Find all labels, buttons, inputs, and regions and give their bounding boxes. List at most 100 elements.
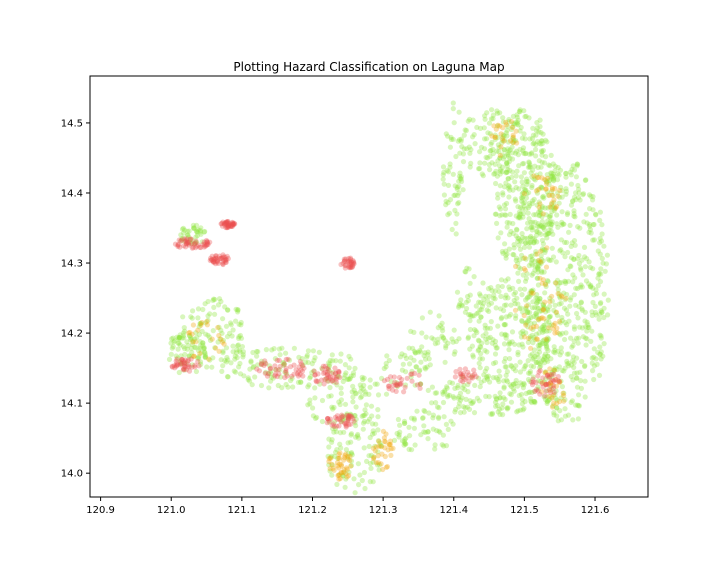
scatter-point-low — [456, 137, 463, 143]
scatter-point-low — [544, 235, 550, 241]
scatter-point-low — [502, 331, 508, 337]
scatter-point-low — [522, 114, 528, 120]
scatter-point-low — [544, 338, 550, 344]
scatter-point-low — [465, 335, 471, 341]
scatter-point-low — [482, 322, 488, 328]
scatter-point-low — [402, 352, 408, 358]
scatter-point-low — [500, 156, 506, 162]
scatter-point-low — [508, 362, 514, 368]
scatter-point-low — [589, 328, 595, 334]
scatter-point-low — [550, 231, 556, 237]
scatter-point-low — [459, 144, 465, 150]
scatter-point-low — [576, 260, 583, 267]
scatter-point-moderate — [553, 205, 559, 211]
scatter-point-low — [361, 412, 368, 418]
scatter-point-low — [517, 128, 523, 134]
scatter-point-low — [516, 242, 522, 248]
scatter-point-low — [565, 210, 571, 216]
scatter-point-low — [582, 309, 588, 315]
scatter-point-low — [177, 334, 183, 341]
scatter-point-low — [551, 367, 557, 373]
scatter-point-low — [186, 353, 192, 359]
scatter-point-low — [537, 361, 543, 367]
scatter-point-low — [520, 272, 526, 278]
scatter-point-low — [530, 340, 536, 346]
scatter-point-low — [456, 400, 462, 406]
scatter-point-low — [589, 360, 595, 366]
scatter-point-low — [555, 348, 561, 354]
scatter-point-low — [530, 132, 537, 138]
scatter-point-low — [499, 140, 505, 146]
scatter-point-low — [537, 342, 543, 348]
scatter-point-low — [553, 405, 560, 411]
scatter-point-low — [593, 212, 599, 218]
scatter-point-low — [494, 108, 500, 114]
scatter-point-low — [516, 186, 522, 192]
scatter-point-low — [457, 410, 464, 416]
scatter-point-low — [515, 235, 521, 241]
scatter-point-low — [548, 204, 554, 210]
scatter-point-low — [523, 113, 529, 119]
scatter-point-high — [347, 265, 353, 271]
scatter-point-low — [519, 341, 525, 347]
scatter-point-low — [530, 125, 536, 131]
scatter-point-moderate — [336, 465, 342, 471]
scatter-point-low — [176, 336, 182, 342]
scatter-point-low — [310, 413, 316, 419]
scatter-point-low — [490, 360, 497, 367]
scatter-point-high — [345, 417, 351, 424]
scatter-point-low — [529, 257, 535, 264]
scatter-point-high — [349, 264, 355, 270]
scatter-point-high — [222, 259, 229, 265]
scatter-point-high — [334, 416, 340, 422]
scatter-point-low — [485, 155, 491, 161]
scatter-point-moderate — [382, 453, 388, 460]
scatter-point-low — [515, 117, 521, 123]
scatter-point-low — [597, 351, 603, 357]
scatter-point-low — [224, 354, 230, 361]
scatter-point-low — [531, 334, 537, 341]
scatter-point-low — [189, 353, 195, 359]
scatter-point-low — [193, 239, 199, 245]
scatter-point-moderate — [547, 204, 553, 210]
scatter-point-low — [583, 324, 589, 330]
scatter-point-low — [507, 356, 513, 362]
scatter-point-low — [590, 194, 596, 200]
scatter-point-low — [169, 336, 175, 342]
scatter-point-low — [590, 207, 596, 213]
scatter-point-high — [351, 418, 357, 424]
scatter-point-moderate — [557, 187, 563, 194]
scatter-point-low — [586, 259, 592, 265]
scatter-point-low — [198, 361, 204, 367]
scatter-point-low — [600, 260, 606, 266]
scatter-point-low — [475, 348, 481, 354]
scatter-point-low — [234, 347, 240, 353]
scatter-point-low — [468, 400, 474, 407]
scatter-point-low — [534, 359, 540, 365]
scatter-point-moderate — [521, 334, 528, 340]
scatter-point-high — [348, 259, 354, 265]
scatter-point-low — [577, 225, 583, 231]
scatter-point-low — [355, 461, 361, 467]
scatter-point-low — [493, 375, 499, 381]
scatter-point-low — [452, 349, 458, 355]
scatter-point-low — [366, 453, 372, 459]
scatter-point-low — [445, 340, 451, 346]
scatter-point-high — [387, 374, 394, 380]
scatter-point-low — [537, 171, 543, 177]
scatter-point-high — [325, 415, 331, 422]
scatter-point-high — [228, 223, 234, 229]
scatter-point-low — [501, 359, 507, 365]
scatter-point-low — [177, 358, 183, 365]
scatter-point-low — [305, 384, 311, 390]
scatter-point-low — [263, 347, 269, 353]
scatter-point-low — [527, 235, 533, 241]
scatter-point-low — [200, 306, 206, 313]
scatter-point-high — [223, 219, 230, 225]
scatter-point-low — [545, 230, 551, 236]
scatter-point-low — [478, 314, 484, 320]
scatter-point-low — [549, 221, 555, 227]
scatter-point-high — [204, 239, 210, 245]
scatter-point-high — [324, 371, 330, 377]
scatter-point-low — [370, 479, 376, 485]
